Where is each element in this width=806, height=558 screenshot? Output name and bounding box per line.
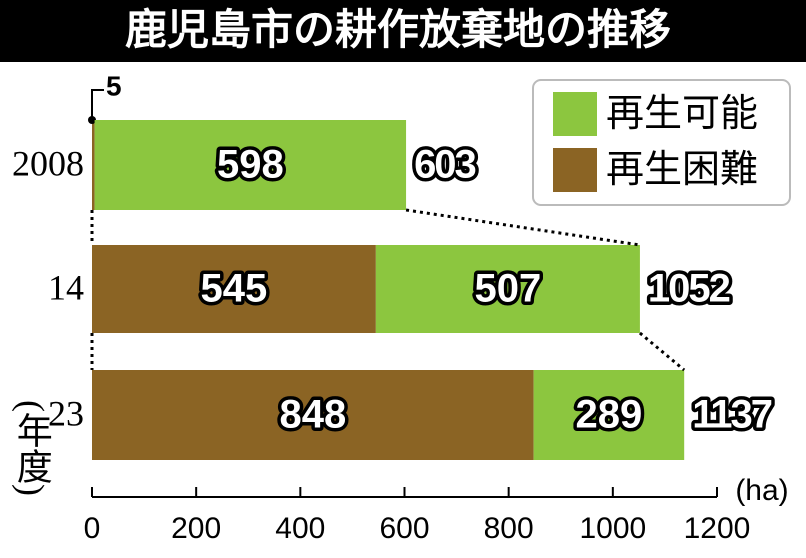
y-tick-label: 14: [48, 267, 84, 307]
data-label: 507: [475, 267, 542, 311]
chart-title: 鹿児島市の耕作放棄地の推移: [125, 6, 671, 53]
bar-segment: [92, 120, 95, 210]
bar-segment: [533, 370, 685, 460]
legend-box: [532, 79, 791, 206]
data-label: 5: [106, 70, 122, 101]
data-label: 545: [201, 267, 268, 311]
data-label: 289: [576, 393, 643, 437]
data-label: 598: [217, 143, 284, 187]
x-tick-label: 200: [171, 512, 221, 545]
bar-segment: [92, 245, 376, 333]
y-axis-label: (年度): [12, 400, 52, 496]
bar-segment: [92, 370, 534, 460]
x-tick-label: 1000: [579, 512, 646, 545]
x-tick-label: 600: [379, 512, 429, 545]
bar-segment: [375, 245, 640, 333]
leader-line: [91, 89, 104, 120]
x-tick-label: 1200: [684, 512, 751, 545]
x-tick-label: 800: [484, 512, 534, 545]
title-band: [0, 0, 806, 62]
total-label: 1137: [692, 393, 772, 437]
x-tick-label: 400: [275, 512, 325, 545]
bar-segment: [94, 120, 407, 210]
y-tick-label: 2008: [12, 143, 84, 183]
legend-swatch: [553, 148, 597, 192]
legend-label: 再生可能: [606, 93, 758, 135]
total-label: 1052: [648, 267, 730, 311]
connector: [405, 208, 641, 247]
connector: [638, 331, 686, 372]
data-label: 848: [279, 393, 346, 437]
legend-label: 再生困難: [606, 149, 758, 191]
x-axis-label: (ha): [735, 474, 788, 507]
legend-swatch: [553, 92, 597, 136]
x-tick-label: 0: [84, 512, 101, 545]
y-tick-label: 23: [48, 393, 84, 433]
total-label: 603: [414, 143, 475, 187]
